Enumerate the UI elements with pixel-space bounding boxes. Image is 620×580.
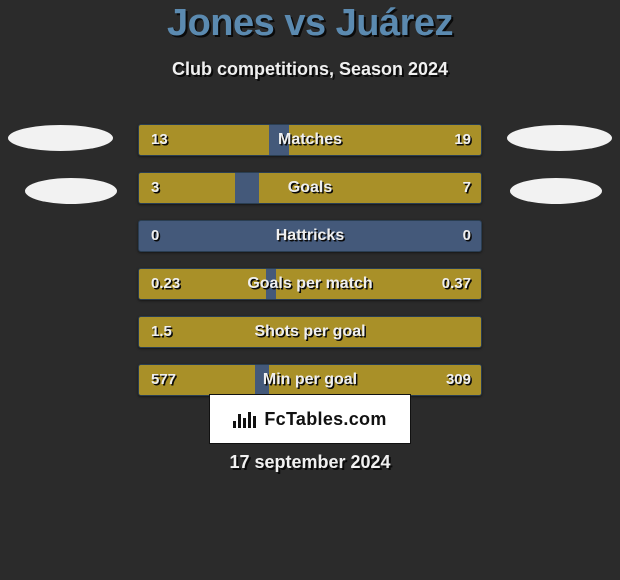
stat-label: Goals per match: [139, 269, 481, 299]
avatar-right-2: [510, 178, 602, 204]
stat-label: Hattricks: [139, 221, 481, 251]
avatar-left-2: [25, 178, 117, 204]
stat-label: Shots per goal: [139, 317, 481, 347]
date-text: 17 september 2024: [0, 452, 620, 473]
avatar-left-1: [8, 125, 113, 151]
stat-row: 1319Matches: [138, 124, 482, 156]
avatar-right-1: [507, 125, 612, 151]
stat-rows: 1319Matches 37Goals 00Hattricks 0.230.37Goa…: [138, 124, 482, 412]
badge-text: FcTables.com: [264, 409, 386, 430]
stat-row: 1.5Shots per goal: [138, 316, 482, 348]
stat-label: Min per goal: [139, 365, 481, 395]
stat-row: 0.230.37Goals per match: [138, 268, 482, 300]
fctables-badge[interactable]: FcTables.com: [209, 394, 411, 444]
stat-row: 37Goals: [138, 172, 482, 204]
bars-icon: [233, 410, 258, 428]
stat-label: Matches: [139, 125, 481, 155]
subtitle: Club competitions, Season 2024: [0, 59, 620, 80]
stat-row: 577309Min per goal: [138, 364, 482, 396]
page-title: Jones vs Juárez: [0, 2, 620, 45]
stat-row: 00Hattricks: [138, 220, 482, 252]
comparison-card: Jones vs Juárez Club competitions, Seaso…: [0, 0, 620, 580]
stat-label: Goals: [139, 173, 481, 203]
